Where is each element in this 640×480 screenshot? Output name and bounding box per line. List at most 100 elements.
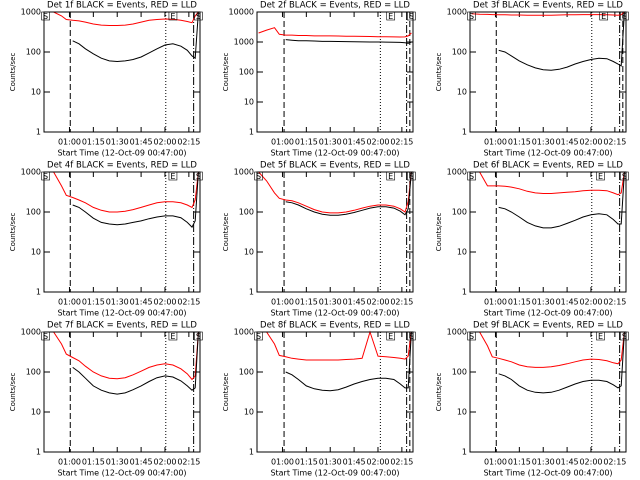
x-tick-label: 02:15 <box>390 298 413 307</box>
x-tick-label: 01:15 <box>295 458 318 467</box>
annotation: E <box>388 12 393 21</box>
panel: Det 2f BLACK = Events, RED = LLD Start Ti… <box>222 1 416 158</box>
x-tick-label: 02:00 <box>579 458 602 467</box>
x-axis-label: Start Time (12-Oct-09 00:47:00) <box>57 149 186 158</box>
plot-frame <box>256 171 414 293</box>
y-axis-label: Counts/sec <box>9 373 17 412</box>
x-tick-label: 02:00 <box>579 298 602 307</box>
series-line <box>45 171 199 213</box>
x-tick-label: 01:30 <box>532 458 555 467</box>
chart-title: Det 1f BLACK = Events, RED = LLD <box>47 1 197 11</box>
x-tick-label: 01:15 <box>508 458 531 467</box>
y-tick-label: 1 <box>36 448 41 457</box>
x-tick-label: 01:00 <box>58 458 81 467</box>
x-tick-label: 01:45 <box>556 138 579 147</box>
y-tick-label: 100 <box>26 368 41 377</box>
y-tick-label: 1 <box>249 128 254 137</box>
y-axis-label: Counts/sec <box>435 53 443 92</box>
annotation: S <box>469 12 474 21</box>
series-line <box>285 331 412 392</box>
x-tick-label: 01:00 <box>271 298 294 307</box>
y-tick-label: 10 <box>244 98 254 107</box>
x-tick-label: 01:00 <box>58 298 81 307</box>
x-tick-label: 02:15 <box>177 458 200 467</box>
series-line <box>72 331 199 395</box>
x-tick-label: 02:15 <box>603 298 626 307</box>
annotation: S <box>196 172 201 181</box>
x-tick-label: 02:00 <box>366 298 389 307</box>
plot-frame <box>256 331 414 453</box>
annotation: E <box>598 332 603 341</box>
x-axis-label: Start Time (12-Oct-09 00:47:00) <box>57 309 186 318</box>
x-tick-label: 01:15 <box>82 298 105 307</box>
chart-title: Det 7f BLACK = Events, RED = LLD <box>47 321 197 331</box>
annotation: E <box>170 12 175 21</box>
x-tick-label: 01:45 <box>130 138 153 147</box>
annotation: S <box>196 332 201 341</box>
panel: Det 7f BLACK = Events, RED = LLD Start Ti… <box>9 321 203 478</box>
x-tick-label: 01:30 <box>319 138 342 147</box>
chart-title: Det 2f BLACK = Events, RED = LLD <box>260 1 410 11</box>
y-tick-label: 1 <box>36 288 41 297</box>
x-tick-label: 01:45 <box>556 458 579 467</box>
plot-frame <box>256 11 414 133</box>
x-tick-label: 02:00 <box>366 458 389 467</box>
x-tick-label: 01:30 <box>106 138 129 147</box>
y-tick-label: 1 <box>462 448 467 457</box>
annotation: S <box>409 12 414 21</box>
y-tick-label: 1000 <box>234 38 254 47</box>
panel: Det 1f BLACK = Events, RED = LLD Start Ti… <box>9 1 203 158</box>
annotation: S <box>622 332 627 341</box>
annotation: E <box>388 172 393 181</box>
y-axis-label: Counts/sec <box>9 53 17 92</box>
x-tick-label: 01:30 <box>532 138 555 147</box>
series-line <box>471 11 625 16</box>
y-tick-label: 100 <box>452 208 467 217</box>
series-line <box>72 171 199 228</box>
x-axis-label: Start Time (12-Oct-09 00:47:00) <box>270 149 399 158</box>
x-tick-label: 01:00 <box>271 458 294 467</box>
x-tick-label: 01:30 <box>319 298 342 307</box>
series-line <box>498 11 625 71</box>
y-tick-label: 1000 <box>447 168 467 177</box>
annotation: S <box>469 332 474 341</box>
annotation: S <box>409 332 414 341</box>
x-tick-label: 02:15 <box>177 138 200 147</box>
y-tick-label: 1000 <box>447 8 467 17</box>
y-tick-label: 100 <box>452 48 467 57</box>
x-tick-label: 02:00 <box>153 298 176 307</box>
x-tick-label: 01:45 <box>343 298 366 307</box>
x-tick-label: 01:00 <box>484 458 507 467</box>
annotation: S <box>469 172 474 181</box>
y-tick-label: 1000 <box>21 168 41 177</box>
y-tick-label: 100 <box>239 208 254 217</box>
x-tick-label: 01:30 <box>532 298 555 307</box>
x-axis-label: Start Time (12-Oct-09 00:47:00) <box>483 469 612 478</box>
y-tick-label: 10 <box>31 408 41 417</box>
x-tick-label: 01:45 <box>130 458 153 467</box>
y-tick-label: 100 <box>26 208 41 217</box>
x-tick-label: 01:15 <box>295 138 318 147</box>
series-line <box>45 11 199 26</box>
series-line <box>258 171 412 214</box>
x-tick-label: 02:15 <box>390 458 413 467</box>
chart-title: Det 5f BLACK = Events, RED = LLD <box>260 161 410 171</box>
y-tick-label: 10 <box>457 408 467 417</box>
y-axis-label: Counts/sec <box>9 213 17 252</box>
x-axis-label: Start Time (12-Oct-09 00:47:00) <box>57 469 186 478</box>
x-axis-label: Start Time (12-Oct-09 00:47:00) <box>483 309 612 318</box>
y-tick-label: 1000 <box>234 168 254 177</box>
annotation: E <box>388 332 393 341</box>
x-tick-label: 01:15 <box>82 138 105 147</box>
annotation: E <box>598 172 603 181</box>
plot-frame <box>469 331 627 453</box>
x-tick-label: 01:15 <box>82 458 105 467</box>
y-tick-label: 100 <box>239 68 254 77</box>
x-tick-label: 01:00 <box>58 138 81 147</box>
x-tick-label: 02:15 <box>390 138 413 147</box>
y-tick-label: 10 <box>31 88 41 97</box>
annotation: S <box>622 12 627 21</box>
series-line <box>72 11 199 63</box>
annotation: S <box>256 172 261 181</box>
x-tick-label: 02:00 <box>153 138 176 147</box>
